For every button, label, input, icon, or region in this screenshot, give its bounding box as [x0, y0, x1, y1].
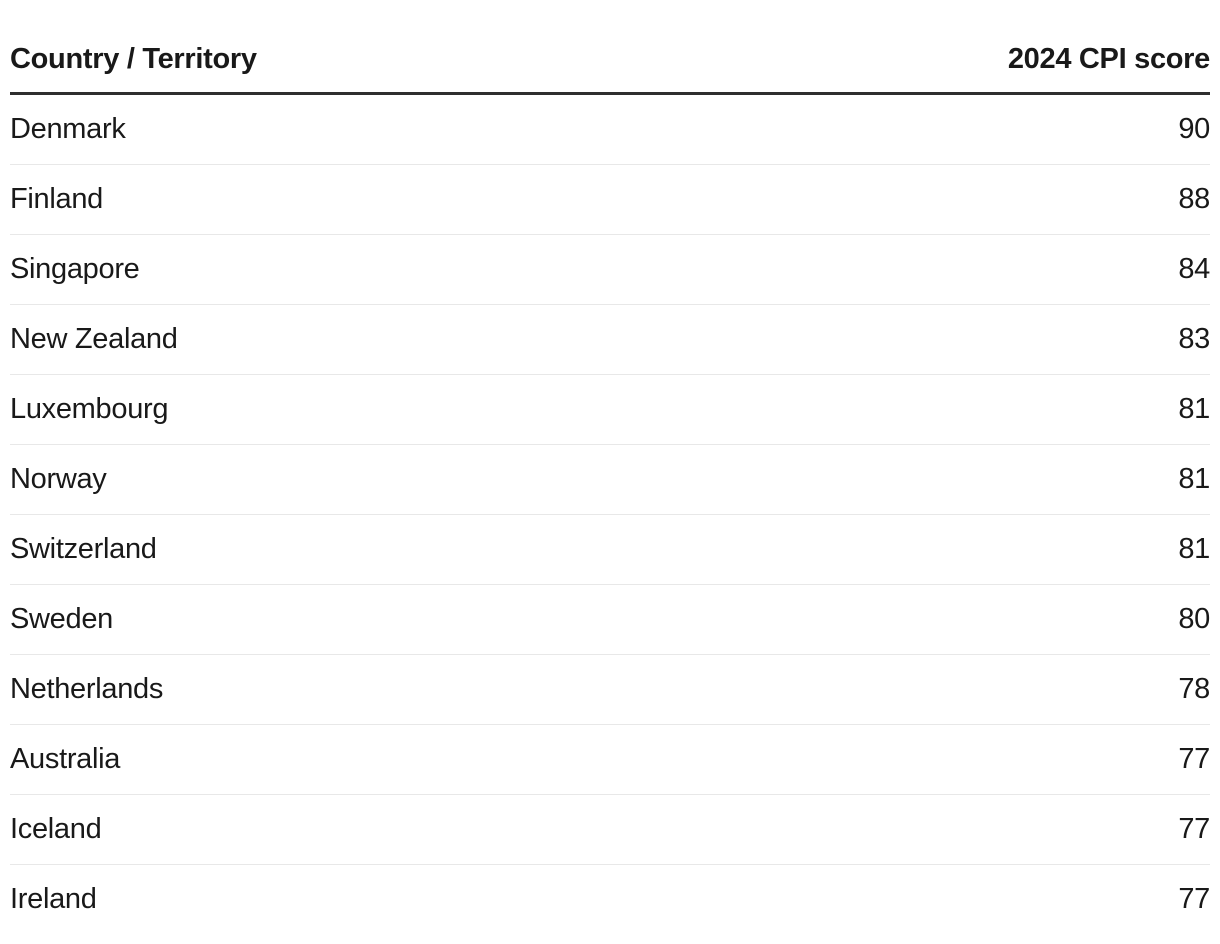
country-cell: Luxembourg: [10, 393, 169, 426]
table-row: Sweden 80: [10, 585, 1210, 656]
country-cell: Iceland: [10, 813, 102, 846]
score-cell: 81: [1178, 463, 1210, 496]
score-cell: 77: [1178, 883, 1210, 916]
score-cell: 81: [1178, 393, 1210, 426]
table-body: Denmark 90 Finland 88 Singapore 84 New Z…: [10, 95, 1210, 934]
country-cell: Sweden: [10, 603, 113, 636]
score-cell: 88: [1178, 183, 1210, 216]
country-cell: New Zealand: [10, 323, 178, 356]
table-header-row: Country / Territory 2024 CPI score: [10, 0, 1210, 96]
table-row: Netherlands 78: [10, 655, 1210, 726]
country-cell: Norway: [10, 463, 107, 496]
table-row: Ireland 77: [10, 865, 1210, 934]
column-header-score: 2024 CPI score: [1007, 43, 1210, 75]
cpi-score-table: Country / Territory 2024 CPI score Denma…: [10, 0, 1210, 934]
table-row: Denmark 90: [10, 95, 1210, 166]
country-cell: Finland: [10, 183, 104, 216]
country-cell: Singapore: [10, 253, 140, 286]
table-row: Singapore 84: [10, 235, 1210, 306]
score-cell: 80: [1178, 603, 1210, 636]
table-row: Australia 77: [10, 725, 1210, 796]
country-cell: Ireland: [10, 883, 97, 916]
score-cell: 81: [1178, 533, 1210, 566]
table-row: Luxembourg 81: [10, 375, 1210, 446]
score-cell: 83: [1178, 323, 1210, 356]
score-cell: 90: [1178, 113, 1210, 146]
table-row: Finland 88: [10, 165, 1210, 236]
country-cell: Netherlands: [10, 673, 164, 706]
table-row: Iceland 77: [10, 795, 1210, 866]
score-cell: 78: [1178, 673, 1210, 706]
table-row: Norway 81: [10, 445, 1210, 516]
score-cell: 77: [1178, 813, 1210, 846]
country-cell: Denmark: [10, 113, 126, 146]
score-cell: 84: [1178, 253, 1210, 286]
table-row: New Zealand 83: [10, 305, 1210, 376]
score-cell: 77: [1178, 743, 1210, 776]
table-row: Switzerland 81: [10, 515, 1210, 586]
column-header-country: Country / Territory: [10, 43, 257, 75]
country-cell: Switzerland: [10, 533, 157, 566]
country-cell: Australia: [10, 743, 121, 776]
